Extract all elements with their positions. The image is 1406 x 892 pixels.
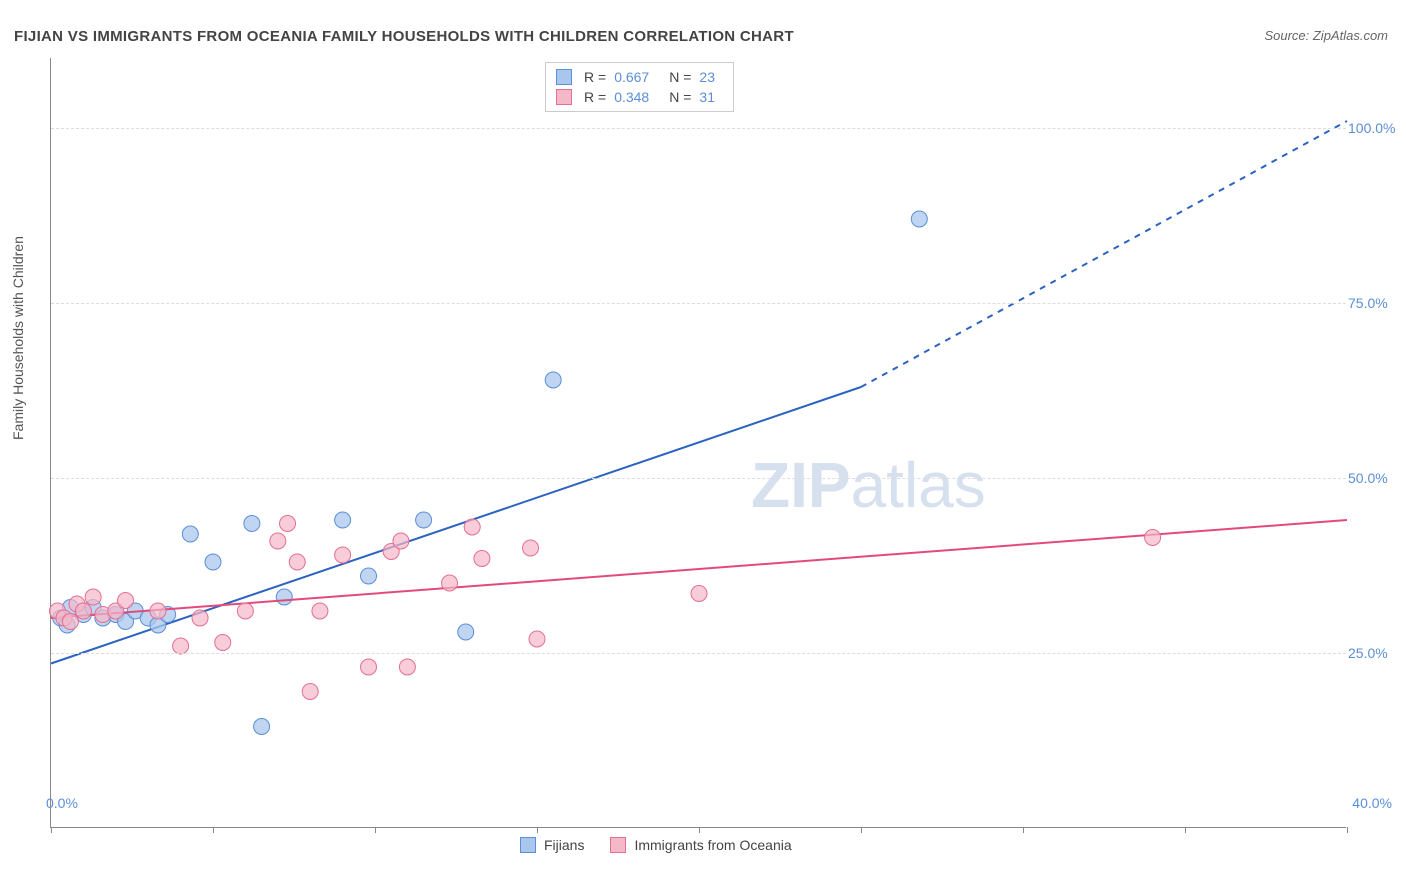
legend-swatch-oceania [610,837,626,853]
source-attribution: Source: ZipAtlas.com [1264,28,1388,43]
scatter-point-fijians [545,372,561,388]
gridline [51,303,1346,304]
x-axis-max-label: 40.0% [1352,795,1392,811]
r-label: R = [580,89,606,105]
gridline [51,128,1346,129]
trend-line-fijians [51,387,861,664]
x-tick [1185,827,1186,833]
scatter-point-oceania [237,603,253,619]
legend-swatch-oceania [556,89,572,105]
scatter-point-oceania [393,533,409,549]
legend-label-oceania: Immigrants from Oceania [634,837,791,853]
x-tick [1023,827,1024,833]
r-label: R = [580,69,606,85]
n-value-oceania: 31 [699,89,723,105]
x-tick [375,827,376,833]
legend-swatch-fijians [556,69,572,85]
scatter-point-fijians [361,568,377,584]
scatter-point-fijians [335,512,351,528]
scatter-point-oceania [173,638,189,654]
scatter-point-fijians [911,211,927,227]
scatter-point-oceania [150,603,166,619]
x-tick [699,827,700,833]
gridline [51,653,1346,654]
scatter-point-fijians [458,624,474,640]
legend-series: Fijians Immigrants from Oceania [520,837,810,853]
x-tick [861,827,862,833]
legend-stat-row-fijians: R = 0.667 N = 23 [556,67,723,87]
scatter-point-oceania [474,551,490,567]
scatter-point-oceania [280,516,296,532]
y-tick-label: 100.0% [1348,120,1398,136]
scatter-point-oceania [270,533,286,549]
scatter-point-oceania [335,547,351,563]
y-tick-label: 25.0% [1348,645,1398,661]
scatter-point-fijians [276,589,292,605]
scatter-point-oceania [361,659,377,675]
y-tick-label: 50.0% [1348,470,1398,486]
scatter-point-oceania [302,684,318,700]
legend-stats: R = 0.667 N = 23 R = 0.348 N = 31 [545,62,734,112]
scatter-point-fijians [254,719,270,735]
scatter-point-fijians [416,512,432,528]
scatter-point-oceania [399,659,415,675]
scatter-point-fijians [244,516,260,532]
scatter-point-oceania [523,540,539,556]
scatter-point-oceania [442,575,458,591]
scatter-point-oceania [215,635,231,651]
x-tick [51,827,52,833]
scatter-point-oceania [529,631,545,647]
scatter-point-oceania [85,589,101,605]
r-value-oceania: 0.348 [614,89,657,105]
plot-area: ZIPatlas 25.0%50.0%75.0%100.0% [50,58,1346,828]
chart-title: FIJIAN VS IMMIGRANTS FROM OCEANIA FAMILY… [14,28,794,45]
gridline [51,478,1346,479]
scatter-point-oceania [75,603,91,619]
legend-stat-row-oceania: R = 0.348 N = 31 [556,87,723,107]
r-value-fijians: 0.667 [614,69,657,85]
scatter-point-oceania [464,519,480,535]
y-tick-label: 75.0% [1348,295,1398,311]
n-label: N = [665,89,691,105]
x-axis-min-label: 0.0% [46,795,78,811]
scatter-point-fijians [182,526,198,542]
n-value-fijians: 23 [699,69,723,85]
scatter-point-oceania [312,603,328,619]
legend-swatch-fijians [520,837,536,853]
scatter-point-oceania [691,586,707,602]
x-tick [213,827,214,833]
scatter-point-oceania [1145,530,1161,546]
scatter-point-oceania [118,593,134,609]
y-axis-label: Family Households with Children [10,236,26,440]
legend-label-fijians: Fijians [544,837,584,853]
n-label: N = [665,69,691,85]
scatter-point-oceania [192,610,208,626]
chart-svg [51,58,1346,827]
trend-line-dashed-fijians [861,121,1347,387]
x-tick [537,827,538,833]
scatter-point-oceania [62,614,78,630]
scatter-point-oceania [289,554,305,570]
x-tick [1347,827,1348,833]
scatter-point-fijians [205,554,221,570]
